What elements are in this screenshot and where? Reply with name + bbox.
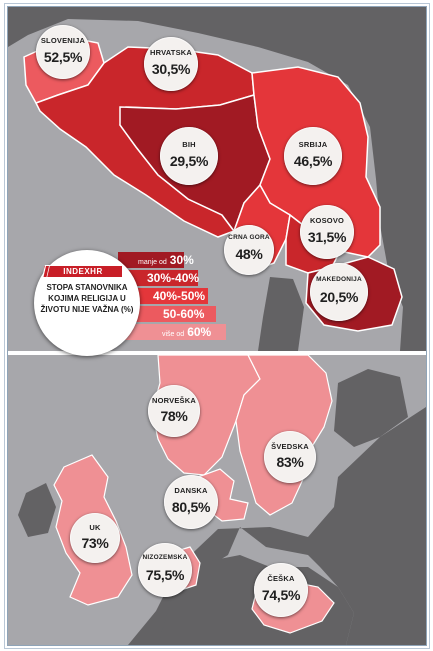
bubble-uk: UK 73%: [70, 513, 120, 563]
bubble-bih: BIH 29,5%: [160, 127, 218, 185]
logo-slash-icon: [42, 265, 50, 278]
bubble-crna-gora: CRNA GORA 48%: [224, 225, 274, 275]
bubble-slovenija: SLOVENIJA 52,5%: [36, 25, 90, 79]
legend-prefix: više od: [162, 331, 185, 338]
map-divider: [8, 351, 426, 355]
legend-range: 30%: [169, 253, 194, 267]
country-value: 78%: [160, 408, 188, 424]
bubble-makedonija: MAKEDONIJA 20,5%: [310, 263, 368, 321]
country-value: 74,5%: [261, 587, 301, 603]
legend-range: 50-60%: [163, 307, 205, 321]
country-name: MAKEDONIJA: [316, 276, 362, 283]
country-name: ČEŠKA: [267, 574, 295, 583]
country-name: SLOVENIJA: [40, 36, 86, 45]
country-value: 48%: [235, 246, 263, 262]
legend-swatch: [126, 288, 208, 304]
country-name: CRNA GORA: [228, 234, 270, 241]
country-name: ŠVEDSKA: [271, 442, 309, 451]
country-name: HRVATSKA: [149, 48, 193, 57]
country-value: 46,5%: [293, 153, 333, 169]
legend-swatch: [118, 324, 226, 340]
country-value: 20,5%: [319, 289, 359, 305]
country-value: 80,5%: [171, 499, 211, 515]
country-name: UK: [89, 523, 101, 532]
country-value: 52,5%: [43, 49, 83, 65]
finland-land: [334, 369, 408, 447]
bubble-norveska: NORVEŠKA 78%: [148, 385, 200, 437]
country-name: NORVEŠKA: [152, 396, 196, 405]
bubble-ceska: ČEŠKA 74,5%: [254, 563, 308, 617]
legend-range: 30%-40%: [147, 271, 200, 285]
infographic-frame: SLOVENIJA 52,5% HRVATSKA 30,5% BIH 29,5%…: [7, 6, 427, 646]
legend-swatch: [118, 252, 184, 268]
legend-label: 30%-40%: [144, 270, 199, 286]
country-name: NIZOZEMSKA: [142, 554, 188, 561]
ireland-land: [18, 483, 56, 537]
legend-range: 60%: [187, 325, 212, 339]
legend-range: 40%-50%: [153, 289, 206, 303]
country-name: DANSKA: [174, 486, 208, 495]
legend-label: 40%-50%: [150, 288, 205, 304]
country-value: 83%: [276, 454, 304, 470]
bubble-danska: DANSKA 80,5%: [164, 475, 218, 529]
country-value: 73%: [81, 535, 109, 551]
legend-label: više od 60%: [162, 324, 211, 340]
index-hr-logo: INDEXHR: [42, 265, 122, 278]
country-value: 75,5%: [145, 567, 185, 583]
bubble-srbija: SRBIJA 46,5%: [284, 127, 342, 185]
country-value: 31,5%: [307, 229, 347, 245]
bubble-hrvatska: HRVATSKA 30,5%: [144, 37, 198, 91]
neighbouring-land: [8, 7, 426, 351]
country-value: 29,5%: [169, 153, 209, 169]
country-name: SRBIJA: [298, 140, 328, 149]
country-name: KOSOVO: [309, 216, 345, 225]
bubble-nizozemska: NIZOZEMSKA 75,5%: [138, 543, 192, 597]
albania-land: [258, 277, 304, 351]
legend-swatch: [124, 306, 216, 322]
legend: INDEXHR STOPA STANOVNIKA KOJIMA RELIGIJA…: [34, 250, 140, 356]
logo-text: INDEXHR: [63, 267, 103, 276]
bubble-kosovo: KOSOVO 31,5%: [300, 205, 354, 259]
legend-swatch: [124, 270, 198, 286]
legend-label: 50-60%: [160, 306, 204, 322]
bubble-svedska: ŠVEDSKA 83%: [264, 431, 316, 483]
legend-prefix: manje od: [138, 259, 167, 266]
country-value: 30,5%: [151, 61, 191, 77]
continental-europe-land: [128, 407, 426, 645]
legend-title: STOPA STANOVNIKA KOJIMA RELIGIJA U ŽIVOT…: [40, 283, 134, 314]
legend-label: manje od 30%: [138, 252, 194, 268]
country-name: BIH: [182, 140, 196, 149]
